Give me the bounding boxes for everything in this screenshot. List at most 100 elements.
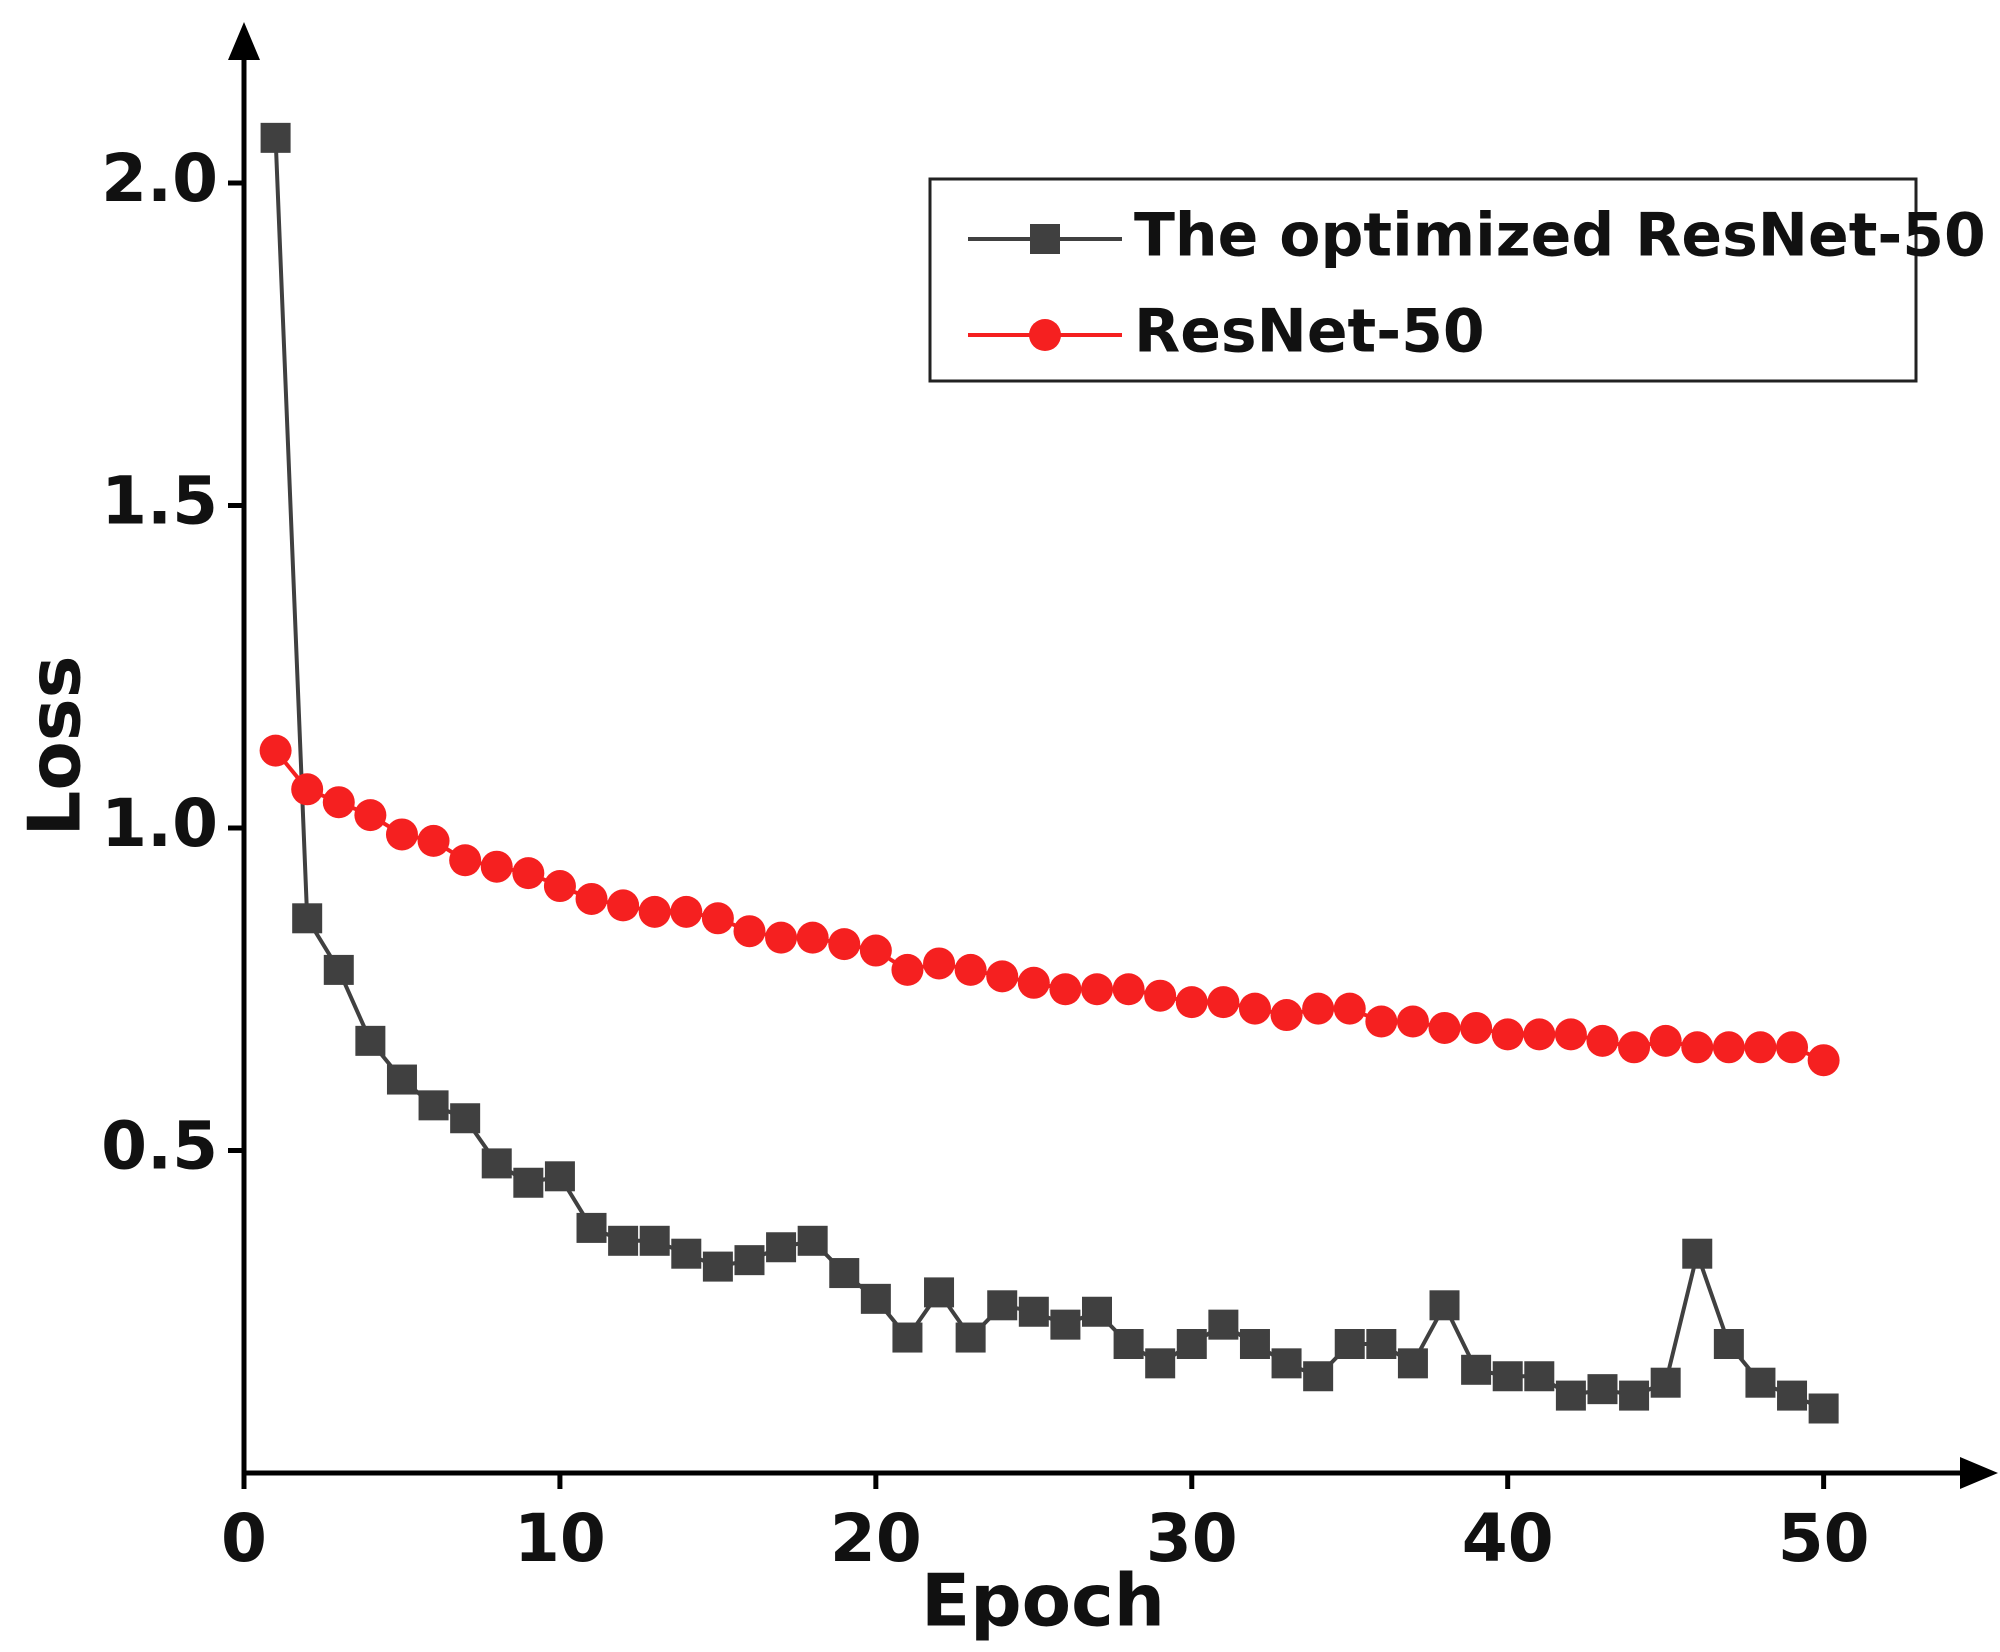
data-point bbox=[1018, 1296, 1049, 1327]
data-point bbox=[355, 1025, 386, 1056]
data-point bbox=[323, 954, 354, 985]
data-point bbox=[1491, 1018, 1524, 1051]
data-point bbox=[417, 824, 450, 857]
data-point bbox=[1050, 1309, 1081, 1340]
data-point bbox=[418, 1090, 449, 1121]
data-point bbox=[1555, 1380, 1586, 1411]
y-axis-arrow bbox=[228, 22, 260, 60]
data-point bbox=[1682, 1238, 1713, 1269]
data-point bbox=[797, 1225, 828, 1256]
data-point bbox=[1238, 992, 1271, 1025]
data-point bbox=[259, 734, 292, 767]
data-point bbox=[701, 902, 734, 935]
x-axis-arrow bbox=[1960, 1457, 1998, 1489]
data-point bbox=[859, 934, 892, 967]
data-point bbox=[607, 889, 640, 922]
data-point bbox=[481, 1148, 512, 1179]
data-point bbox=[702, 1251, 733, 1282]
data-point bbox=[1365, 1005, 1398, 1038]
data-point bbox=[449, 844, 482, 877]
data-point bbox=[385, 818, 418, 851]
data-point bbox=[796, 921, 829, 954]
data-point bbox=[671, 1238, 702, 1269]
data-point bbox=[1207, 986, 1240, 1019]
data-point bbox=[1428, 1011, 1461, 1044]
data-point bbox=[1777, 1380, 1808, 1411]
data-point bbox=[1713, 1329, 1744, 1359]
x-tick-label: 0 bbox=[221, 1500, 267, 1577]
data-point bbox=[1461, 1354, 1492, 1385]
data-point bbox=[1807, 1044, 1840, 1077]
data-point bbox=[543, 870, 576, 903]
data-point bbox=[955, 1322, 986, 1353]
data-point bbox=[766, 1232, 797, 1263]
data-point bbox=[639, 1225, 670, 1256]
legend-label: The optimized ResNet-50 bbox=[1134, 201, 1986, 271]
x-tick-label: 40 bbox=[1462, 1500, 1554, 1577]
x-axis-label: Epoch bbox=[921, 1559, 1165, 1643]
data-point bbox=[1460, 1011, 1493, 1044]
data-point bbox=[291, 773, 324, 806]
y-tick-label: 1.0 bbox=[101, 785, 218, 862]
data-point bbox=[450, 1103, 481, 1134]
data-point bbox=[987, 1290, 1018, 1321]
data-point bbox=[1017, 966, 1050, 999]
data-point bbox=[1776, 1031, 1809, 1064]
legend-box bbox=[928, 177, 1918, 383]
data-point bbox=[1681, 1031, 1714, 1064]
data-point bbox=[891, 953, 924, 986]
data-point bbox=[513, 1167, 544, 1198]
data-point bbox=[1586, 1024, 1619, 1057]
data-point bbox=[828, 928, 861, 961]
data-point bbox=[1397, 1348, 1428, 1379]
legend-marker bbox=[1030, 224, 1060, 254]
data-point bbox=[765, 921, 798, 954]
data-point bbox=[829, 1258, 860, 1289]
data-point bbox=[924, 1277, 955, 1308]
y-axis-label: Loss bbox=[13, 655, 97, 836]
data-point bbox=[1712, 1031, 1745, 1064]
data-point bbox=[1176, 1329, 1207, 1359]
data-point bbox=[1049, 973, 1082, 1006]
data-point bbox=[734, 1245, 765, 1276]
data-point bbox=[733, 915, 766, 948]
data-point bbox=[1112, 973, 1145, 1006]
data-point bbox=[954, 953, 987, 986]
x-tick-label: 10 bbox=[514, 1500, 606, 1577]
data-point bbox=[260, 122, 291, 153]
data-point bbox=[1270, 999, 1303, 1032]
legend-marker bbox=[1029, 319, 1061, 351]
series-line bbox=[274, 749, 1825, 1063]
data-point bbox=[1619, 1380, 1650, 1411]
data-point bbox=[608, 1225, 639, 1256]
data-point bbox=[1271, 1348, 1302, 1379]
data-point bbox=[1587, 1374, 1618, 1405]
data-point bbox=[1366, 1329, 1397, 1359]
data-point bbox=[1492, 1361, 1523, 1392]
data-point bbox=[576, 1212, 607, 1243]
data-point bbox=[860, 1283, 891, 1314]
data-point bbox=[1303, 1361, 1334, 1392]
y-tick-label: 0.5 bbox=[101, 1108, 218, 1185]
data-point bbox=[1745, 1367, 1776, 1398]
data-point bbox=[1523, 1018, 1556, 1051]
data-point bbox=[1144, 979, 1177, 1012]
data-point bbox=[1618, 1031, 1651, 1064]
data-point bbox=[1808, 1393, 1839, 1424]
data-point bbox=[480, 850, 513, 883]
data-point bbox=[986, 960, 1019, 993]
data-point bbox=[923, 947, 956, 980]
data-point bbox=[1082, 1296, 1112, 1327]
data-point bbox=[1333, 992, 1366, 1025]
data-point bbox=[544, 1161, 575, 1192]
data-point bbox=[892, 1322, 923, 1353]
data-point bbox=[322, 786, 355, 819]
x-tick-label: 50 bbox=[1778, 1500, 1870, 1577]
x-tick-label: 20 bbox=[830, 1500, 922, 1577]
data-point bbox=[1113, 1329, 1144, 1359]
data-point bbox=[575, 882, 608, 915]
data-point bbox=[1650, 1367, 1681, 1398]
data-point bbox=[1302, 992, 1335, 1025]
data-point bbox=[1744, 1031, 1777, 1064]
